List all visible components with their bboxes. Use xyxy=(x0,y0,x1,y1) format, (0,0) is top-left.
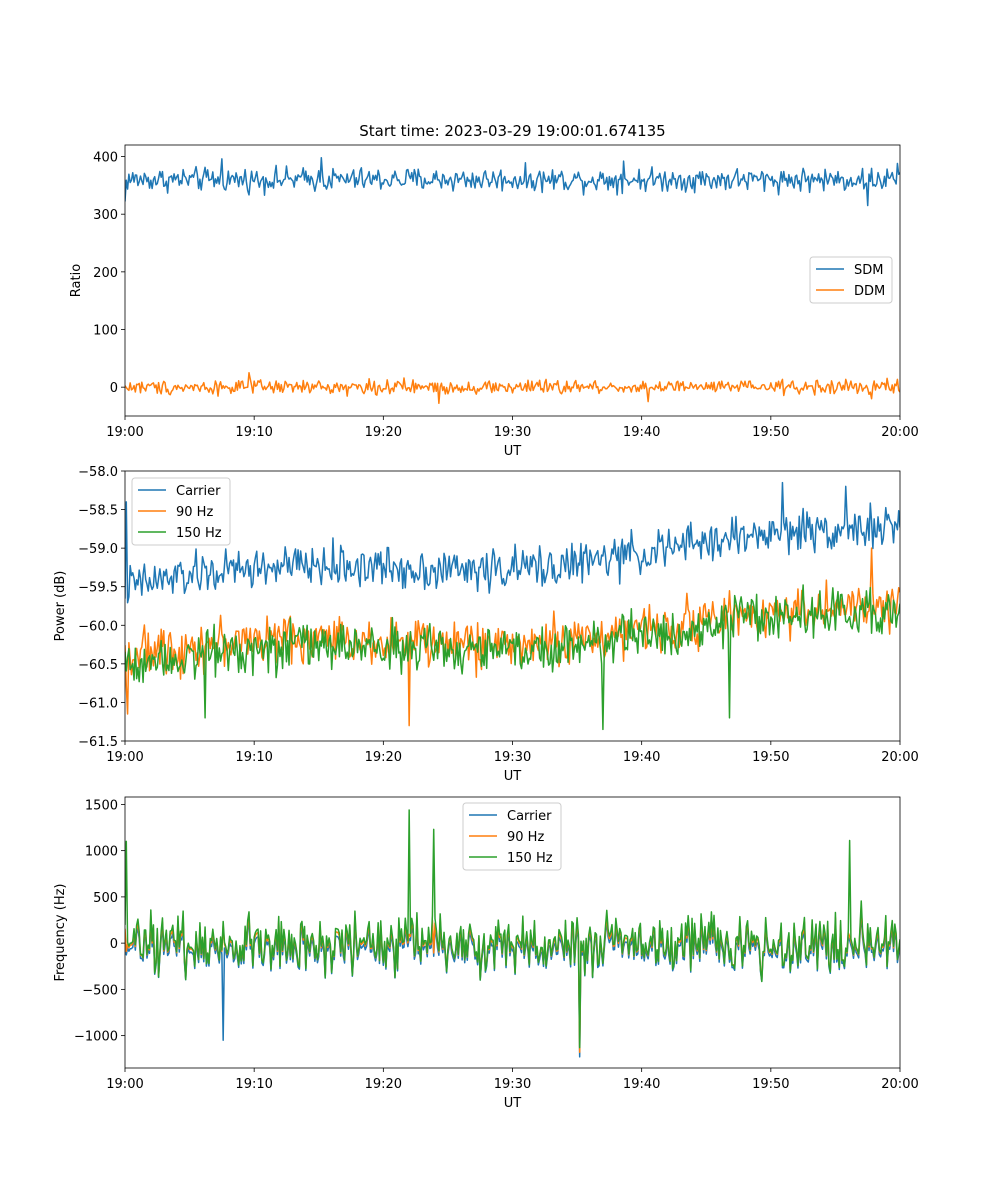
y-tick-label: 300 xyxy=(93,208,118,223)
panel-3: 19:00 19:10 19:20 19:30 19:40 19:50 20:00 −1000… xyxy=(53,796,919,1111)
x-tick-label: 19:50 xyxy=(752,1077,789,1092)
legend-label: 90 Hz xyxy=(176,505,213,520)
legend-label: DDM xyxy=(854,284,885,299)
series-line-150-hz xyxy=(125,809,900,1049)
x-tick-label: 20:00 xyxy=(881,750,918,765)
legend-label: Carrier xyxy=(507,809,552,824)
y-tick-label: −58.0 xyxy=(78,465,118,480)
series-line-150-hz xyxy=(125,584,900,731)
panel-1: 19:00 19:10 19:20 19:30 19:40 19:50 20:00 0 100 2… xyxy=(69,122,919,459)
x-tick-label: 19:00 xyxy=(106,1077,143,1092)
y-tick-label: 400 xyxy=(93,151,118,166)
x-tick-label: 19:10 xyxy=(235,425,272,440)
y-tick-label: 1000 xyxy=(85,845,118,860)
x-tick-label: 19:30 xyxy=(494,425,531,440)
y-tick-label: 200 xyxy=(93,266,118,281)
y-tick-label: −59.0 xyxy=(78,542,118,557)
x-tick-label: 19:10 xyxy=(235,750,272,765)
legend-label: 150 Hz xyxy=(176,526,222,541)
series-line-90-hz xyxy=(125,547,900,727)
y-tick-label: 0 xyxy=(110,381,118,396)
x-tick-label: 19:20 xyxy=(365,750,402,765)
legend: Carrier 90 Hz 150 Hz xyxy=(462,802,562,871)
x-tick-label: 19:00 xyxy=(106,750,143,765)
x-tick-label: 19:10 xyxy=(235,1077,272,1092)
x-tick-label: 19:20 xyxy=(365,425,402,440)
panel-2: 19:00 19:10 19:20 19:30 19:40 19:50 20:00 −61.5… xyxy=(53,465,919,784)
x-tick-label: 19:40 xyxy=(623,425,660,440)
y-axis-label: Power (dB) xyxy=(53,571,68,642)
x-tick-label: 19:50 xyxy=(752,750,789,765)
y-tick-label: −1000 xyxy=(74,1030,118,1045)
y-tick-label: 100 xyxy=(93,324,118,339)
x-axis-label: UT xyxy=(504,1096,522,1111)
x-tick-label: 19:50 xyxy=(752,425,789,440)
x-tick-label: 19:20 xyxy=(365,1077,402,1092)
x-tick-label: 19:40 xyxy=(623,1077,660,1092)
series-line-ddm xyxy=(125,372,900,405)
x-axis-label: UT xyxy=(504,444,522,459)
legend-label: 150 Hz xyxy=(507,851,553,866)
y-tick-label: 1500 xyxy=(85,798,118,813)
y-tick-label: −58.5 xyxy=(78,504,118,519)
y-tick-label: 500 xyxy=(93,891,118,906)
legend-label: Carrier xyxy=(176,484,221,499)
x-tick-label: 19:40 xyxy=(623,750,660,765)
x-tick-label: 19:30 xyxy=(494,1077,531,1092)
legend: Carrier 90 Hz 150 Hz xyxy=(131,477,231,546)
x-tick-label: 19:30 xyxy=(494,750,531,765)
x-tick-label: 19:00 xyxy=(106,425,143,440)
y-axis-label: Frequency (Hz) xyxy=(53,883,68,981)
y-tick-label: −60.5 xyxy=(78,658,118,673)
y-tick-label: −60.0 xyxy=(78,619,118,634)
y-tick-label: −59.5 xyxy=(78,581,118,596)
chart-title: Start time: 2023-03-29 19:00:01.674135 xyxy=(359,122,665,140)
x-tick-label: 20:00 xyxy=(881,425,918,440)
series-line-carrier xyxy=(125,481,900,604)
legend: SDM DDM xyxy=(809,256,893,304)
legend-label: 90 Hz xyxy=(507,830,544,845)
y-tick-label: −61.0 xyxy=(78,696,118,711)
y-tick-label: −500 xyxy=(82,983,118,998)
y-tick-label: 0 xyxy=(110,937,118,952)
legend-label: SDM xyxy=(854,263,883,278)
series-line-sdm xyxy=(125,156,900,207)
x-axis-label: UT xyxy=(504,769,522,784)
y-axis-label: Ratio xyxy=(69,264,84,297)
y-tick-label: −61.5 xyxy=(78,735,118,750)
x-tick-label: 20:00 xyxy=(881,1077,918,1092)
